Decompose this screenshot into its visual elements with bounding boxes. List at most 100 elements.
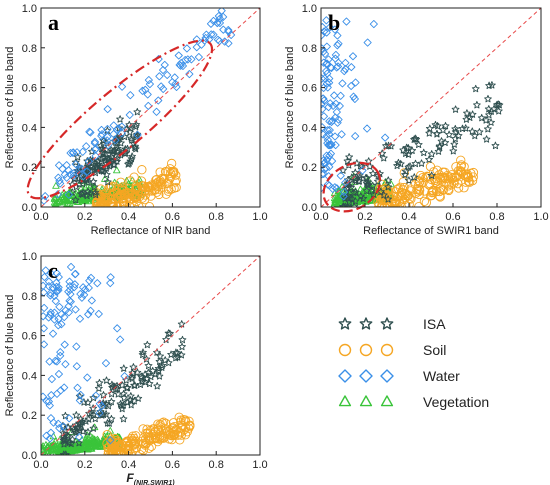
soil-point <box>459 183 469 193</box>
isa-point <box>85 409 94 417</box>
water-point <box>334 115 343 124</box>
water-point <box>333 31 342 40</box>
isa-point <box>369 169 377 177</box>
reference-line <box>40 7 261 208</box>
water-point <box>59 422 68 431</box>
water-point <box>325 23 334 32</box>
isa-point <box>365 162 374 170</box>
y-tick-label: 0.8 <box>302 43 317 55</box>
isa-point <box>483 125 492 133</box>
legend: ISA Soil Water Vegetation <box>338 316 489 410</box>
isa-point <box>401 170 409 179</box>
isa-point <box>126 396 135 404</box>
isa-point <box>95 378 104 387</box>
water-point <box>69 171 78 180</box>
isa-point <box>113 144 122 153</box>
x-tick-label: 0.6 <box>165 211 180 223</box>
vegetation-point <box>113 166 121 174</box>
ellipse-annotation <box>322 161 382 213</box>
water-point <box>176 61 185 70</box>
isa-point <box>406 162 414 170</box>
water-point <box>158 65 168 75</box>
isa-point <box>107 397 116 406</box>
x-tick-label: 0.6 <box>165 459 180 471</box>
soil-point <box>456 161 466 172</box>
soil-point <box>146 180 157 190</box>
isa-point <box>127 136 136 144</box>
soil-point <box>130 444 140 454</box>
legend-label: Vegetation <box>423 394 489 410</box>
isa-point <box>384 141 393 150</box>
x-tick-label: 0.2 <box>357 211 372 223</box>
isa-point <box>113 157 121 165</box>
isa-point <box>384 176 393 184</box>
water-point <box>101 359 111 368</box>
water-point <box>329 101 338 110</box>
water-point <box>331 54 340 63</box>
isa-point <box>491 141 500 150</box>
x-tick-label: 0.0 <box>313 211 328 223</box>
isa-point <box>167 350 175 358</box>
water-point <box>52 357 61 366</box>
vegetation-point <box>330 199 339 207</box>
water-point <box>321 104 327 114</box>
isa-point <box>156 352 164 360</box>
soil-point <box>150 426 161 437</box>
water-point <box>58 164 67 173</box>
water-point <box>41 192 50 201</box>
isa-point <box>94 384 103 392</box>
isa-point <box>425 129 434 137</box>
water-point <box>97 131 106 141</box>
water-point <box>48 329 58 338</box>
isa-point <box>362 173 370 182</box>
water-point <box>84 157 93 166</box>
isa-point <box>89 424 98 432</box>
water-point <box>350 94 359 103</box>
isa-point <box>437 137 446 145</box>
soil-point <box>137 165 147 175</box>
vegetation-point <box>42 441 50 448</box>
isa-point <box>454 131 463 140</box>
soil-point <box>152 434 163 444</box>
soil-point <box>94 190 104 200</box>
water-point <box>332 63 341 72</box>
isa-point <box>350 202 359 207</box>
y-tick-label: 0.2 <box>302 162 317 174</box>
vegetation-point <box>367 185 376 193</box>
isa-point <box>356 161 365 170</box>
water-point <box>209 16 218 25</box>
isa-point <box>131 144 140 153</box>
water-point <box>154 96 163 105</box>
vegetation-point <box>52 182 60 189</box>
isa-point <box>68 435 77 443</box>
triangle-icon <box>380 395 394 407</box>
water-point <box>325 151 334 160</box>
water-point <box>145 80 154 89</box>
vegetation-point <box>54 447 63 455</box>
isa-point <box>384 182 393 191</box>
water-point <box>321 23 327 32</box>
soil-point <box>432 186 442 197</box>
water-point <box>47 374 56 384</box>
water-point <box>339 192 348 201</box>
isa-point <box>346 193 355 202</box>
isa-point <box>354 177 363 185</box>
plot-area <box>41 262 195 455</box>
isa-point <box>106 159 115 167</box>
isa-point <box>427 150 436 158</box>
isa-point <box>435 142 444 150</box>
vegetation-point <box>53 442 61 450</box>
isa-point <box>351 168 360 177</box>
isa-point <box>123 398 132 406</box>
isa-point <box>359 194 368 202</box>
water-point <box>120 372 129 381</box>
soil-point <box>140 434 151 444</box>
water-point <box>217 8 226 15</box>
water-point <box>334 39 343 48</box>
isa-point <box>118 404 127 413</box>
isa-point <box>145 379 154 388</box>
isa-point <box>362 186 371 195</box>
water-point <box>83 167 92 176</box>
water-point <box>64 190 73 199</box>
soil-point <box>131 191 141 201</box>
